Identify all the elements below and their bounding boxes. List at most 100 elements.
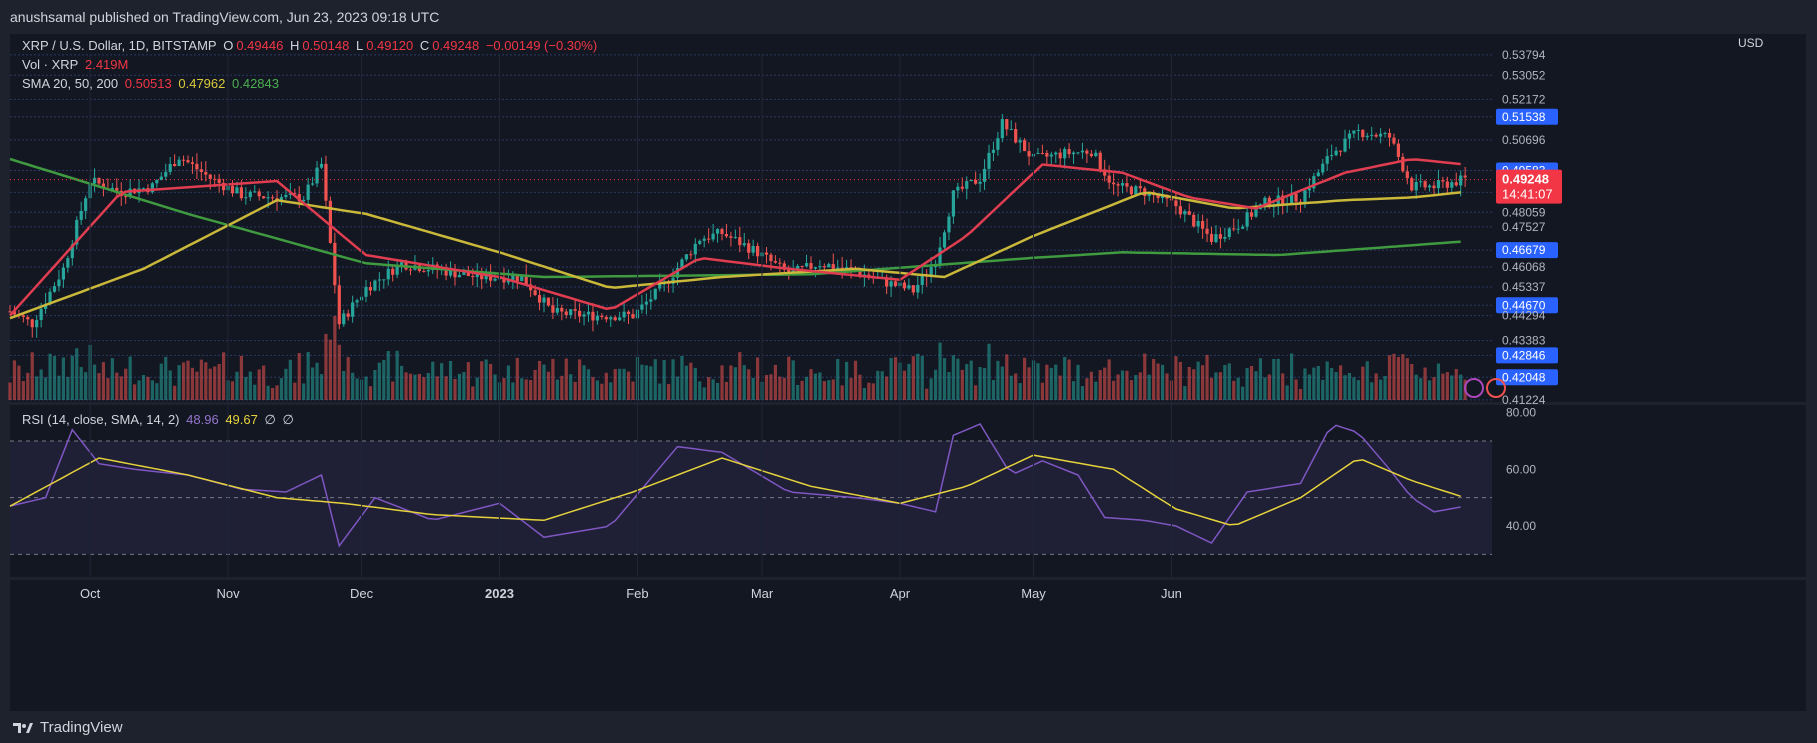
candle-body (796, 265, 800, 271)
volume-bars (8, 315, 1467, 400)
volume-bar (1085, 378, 1089, 400)
candle-body (1236, 228, 1240, 230)
candle-body (1098, 152, 1102, 170)
candle-body (942, 232, 947, 248)
volume-bar (1454, 368, 1458, 400)
volume-bar (1178, 361, 1182, 400)
candle-body (168, 163, 172, 172)
volume-bar (702, 387, 706, 400)
price-axis-label: 0.46679 (1502, 243, 1546, 257)
globe-icon (1486, 378, 1506, 398)
volume-bar (849, 378, 853, 400)
volume-bar (377, 362, 381, 400)
volume-bar (1356, 380, 1360, 400)
candle-body (631, 314, 635, 319)
volume-bar (346, 357, 350, 400)
tradingview-logo[interactable]: TradingView (12, 719, 123, 736)
candle-body (26, 317, 30, 320)
candle-body (836, 267, 840, 269)
candle-body (1423, 181, 1427, 188)
volume-bar (1441, 373, 1445, 400)
candle-body (1334, 150, 1338, 156)
price-axis-label: 0.44294 (1502, 309, 1546, 323)
candle-body (1450, 182, 1454, 188)
candle-body (195, 163, 199, 170)
volume-bar (604, 372, 608, 400)
candle-body (738, 237, 742, 246)
volume-bar (938, 342, 942, 400)
sma200-value: 0.42843 (232, 76, 279, 91)
candle-body (141, 188, 146, 190)
price-axis-label: 0.53052 (1502, 68, 1546, 82)
candle-body (653, 288, 657, 300)
price-axis-label: 0.47527 (1502, 220, 1546, 234)
volume-bar (1120, 370, 1125, 400)
candle-body (934, 266, 938, 268)
volume-bar (1347, 372, 1352, 400)
volume-bar (355, 378, 359, 400)
volume-bar (1392, 353, 1396, 400)
volume-bar (996, 360, 1000, 400)
volume-bar (315, 362, 319, 400)
volume-bar (141, 375, 146, 400)
volume-bar (12, 360, 17, 400)
candle-body (462, 272, 466, 275)
candle-body (1009, 129, 1013, 131)
candle-body (595, 315, 599, 321)
candle-body (1441, 180, 1445, 182)
candle-body (618, 317, 622, 321)
volume-bar (1325, 361, 1329, 400)
volume-bar (342, 370, 346, 400)
volume-bar (626, 371, 631, 400)
volume-bar (947, 372, 951, 400)
volume-bar (1192, 369, 1196, 400)
volume-bar (796, 384, 800, 400)
time-axis-label: Dec (350, 586, 374, 601)
candle-body (190, 162, 195, 164)
volume-bar (653, 359, 657, 400)
volume-bar (26, 372, 30, 400)
volume-bar (1227, 363, 1231, 400)
price-axis-tag (1496, 369, 1558, 386)
volume-bar (853, 360, 858, 400)
volume-bar (21, 381, 25, 400)
volume-bar (417, 373, 421, 400)
price-axis-label: 0.42846 (1502, 348, 1546, 362)
candle-body (333, 242, 337, 286)
volume-bar (1312, 367, 1316, 400)
candle-body (164, 171, 168, 177)
volume-bar (1196, 361, 1200, 400)
rsi-axis-label: 60.00 (1506, 462, 1536, 476)
candle-body (658, 284, 662, 289)
candle-body (466, 272, 470, 277)
candle-body (520, 275, 524, 282)
volume-bar (1307, 374, 1311, 400)
volume-bar (1232, 380, 1236, 400)
volume-bar (707, 377, 711, 400)
volume-bar (649, 366, 653, 400)
candle-body (546, 297, 551, 306)
candle-body (675, 268, 680, 278)
volume-bar (493, 374, 497, 400)
candle-body (1405, 171, 1409, 179)
volume-bar (235, 371, 239, 400)
volume-bar (889, 357, 893, 400)
volume-bar (186, 360, 190, 400)
candle-body (279, 197, 284, 202)
volume-bar (61, 357, 65, 400)
candle-body (996, 138, 1000, 150)
price-axis-label: 0.53794 (1502, 48, 1546, 62)
candle-body (444, 269, 448, 276)
candle-body (1307, 188, 1311, 191)
candle-body (1071, 152, 1076, 155)
volume-bar (925, 388, 929, 400)
candle-body (1023, 140, 1027, 152)
volume-bar (288, 359, 292, 400)
candle-body (1223, 236, 1227, 239)
volume-bar (578, 359, 582, 400)
volume-bar (1419, 378, 1423, 400)
volume-bar (253, 384, 257, 400)
candle-body (1183, 211, 1187, 215)
candle-body (533, 290, 537, 296)
